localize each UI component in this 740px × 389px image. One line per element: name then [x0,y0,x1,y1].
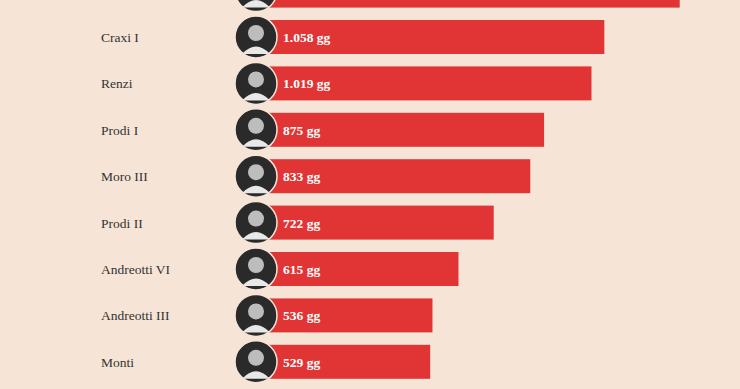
portrait-body [242,371,270,379]
portrait-body [242,232,270,240]
foreground: Craxi I 1.058 gg Renzi 1.019 gg Prodi I 875 g… [101,0,331,383]
data-label: 615 gg [283,262,320,277]
category-label: Moro III [101,169,148,184]
bars [256,0,680,379]
portrait-frame [235,294,277,336]
bar [256,252,458,286]
category-label: Prodi II [101,216,143,231]
portrait-head [248,118,264,134]
category-label: Renzi [101,76,133,91]
portrait-body [242,325,270,333]
bar [256,20,604,54]
portrait-body [242,93,270,101]
portrait-body [242,186,270,194]
portrait-body [242,47,270,55]
portrait [235,0,277,12]
portrait [235,109,277,151]
portrait-frame [235,341,277,383]
portrait [235,16,277,58]
bar [256,0,680,8]
portrait-frame [235,155,277,197]
bar [256,113,544,147]
data-label: 875 gg [283,123,320,138]
data-label: 833 gg [283,169,320,184]
portrait-frame [235,248,277,290]
data-label: 529 gg [283,355,320,370]
portrait-head [248,71,264,87]
portrait-head [248,211,264,227]
portrait-head [248,164,264,180]
category-label: Craxi I [101,30,139,45]
data-label: 1.058 gg [283,30,331,45]
chart-container: Craxi I 1.058 gg Renzi 1.019 gg Prodi I 875 g… [0,0,740,389]
portrait [235,248,277,290]
portrait-frame [235,62,277,104]
bar [256,159,530,193]
category-label: Andreotti VI [101,262,171,277]
data-label: 536 gg [283,308,320,323]
bar [256,206,494,240]
portrait-frame [235,0,277,12]
portrait-head [248,303,264,319]
portrait-frame [235,16,277,58]
portrait-frame [235,109,277,151]
data-label: 1.019 gg [283,76,331,91]
portrait-body [242,0,270,8]
data-label: 722 gg [283,216,320,231]
portrait [235,62,277,104]
portrait-head [248,350,264,366]
category-label: Prodi I [101,123,139,138]
portrait-frame [235,202,277,244]
background [0,0,740,389]
bar [256,66,591,100]
portrait-body [242,279,270,287]
category-label: Andreotti III [101,308,170,323]
portrait [235,155,277,197]
portrait-head [248,257,264,273]
portrait [235,341,277,383]
portrait-head [248,25,264,41]
portrait [235,202,277,244]
chart-svg: Craxi I 1.058 gg Renzi 1.019 gg Prodi I 875 g… [0,0,740,389]
bar [256,298,432,332]
portrait [235,294,277,336]
portrait-body [242,139,270,147]
category-label: Monti [101,355,134,370]
bar [256,345,430,379]
